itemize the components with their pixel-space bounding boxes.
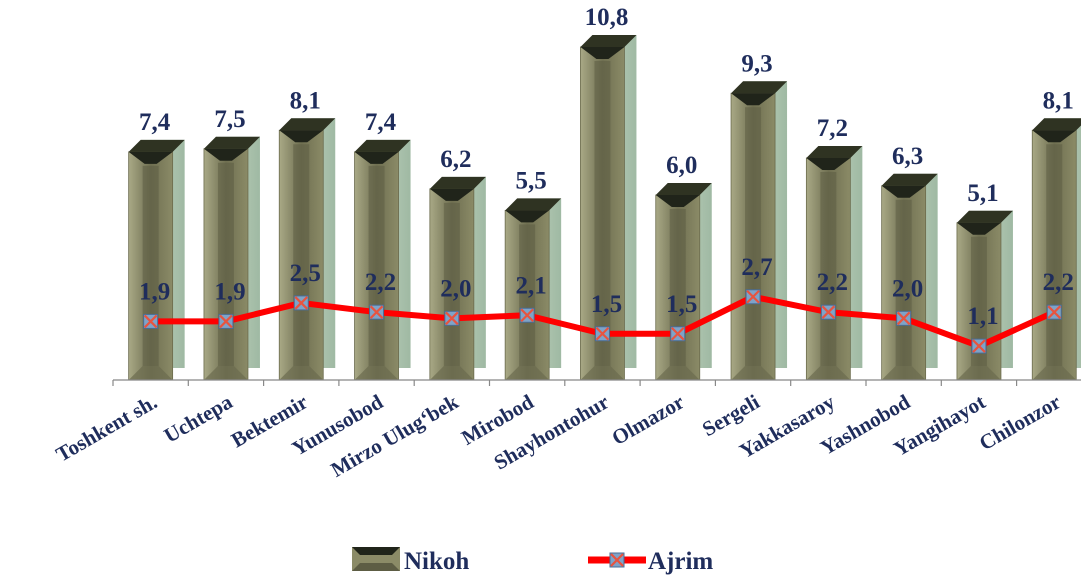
bar <box>805 146 863 381</box>
line-point <box>143 313 159 329</box>
labels-layer: 7,4 7,5 8,1 7,4 6,2 5,5 10,8 6,0 9,3 7,2 6,3 5,1 8,1… <box>139 4 1074 330</box>
line-data-label: 2,7 <box>741 254 772 281</box>
line-data-label: 2,0 <box>892 275 923 302</box>
line-point <box>218 313 234 329</box>
bar <box>1031 118 1081 381</box>
bar-data-label: 6,0 <box>666 152 697 179</box>
line-point <box>519 307 535 323</box>
line-data-label: 2,1 <box>516 272 547 299</box>
x-axis: Toshkent sh.UchtepaBektemirYunusobodMirz… <box>52 379 1081 482</box>
bar-data-label: 7,2 <box>817 115 848 142</box>
line-point <box>293 295 309 311</box>
bar <box>956 210 1013 381</box>
bar <box>128 139 185 381</box>
line-point <box>1046 304 1062 320</box>
x-tick-label: Toshkent sh. <box>52 390 161 467</box>
bar-data-label: 5,5 <box>516 167 547 194</box>
x-tick-label: Olmazor <box>608 390 689 450</box>
line-data-label: 1,1 <box>967 303 998 330</box>
bar <box>278 118 336 381</box>
line-point <box>745 289 761 305</box>
line-layer <box>143 289 1062 354</box>
line-data-label: 1,9 <box>214 278 245 305</box>
line-data-label: 2,2 <box>1043 269 1074 296</box>
line-point <box>444 310 460 326</box>
bar-data-label: 7,4 <box>365 109 397 136</box>
bar-data-label: 7,5 <box>214 106 245 133</box>
legend: Nikoh Ajrim <box>352 547 713 575</box>
bar-data-label: 9,3 <box>741 50 772 77</box>
line-data-label: 2,0 <box>440 275 471 302</box>
bar <box>504 198 562 381</box>
legend-label: Ajrim <box>648 548 713 575</box>
bar <box>655 183 712 381</box>
bar-data-label: 5,1 <box>967 180 998 207</box>
bar <box>203 136 260 381</box>
x-tick-label: Chilonzor <box>975 390 1065 456</box>
bar-data-label: 6,2 <box>440 146 471 173</box>
line-data-label: 2,2 <box>817 269 848 296</box>
line-point <box>820 304 836 320</box>
x-tick-label: Uchtepa <box>160 389 237 447</box>
bar <box>580 35 637 381</box>
bar-data-label: 8,1 <box>290 87 321 114</box>
line-point <box>971 338 987 354</box>
line-data-label: 1,9 <box>139 278 170 305</box>
x-tick-label: Mirzo Ulug‘bek <box>327 389 463 481</box>
line-point <box>594 326 610 342</box>
bar-data-label: 8,1 <box>1043 87 1074 114</box>
line-point <box>670 326 686 342</box>
line-data-label: 1,5 <box>666 291 697 318</box>
legend-label: Nikoh <box>404 548 469 575</box>
line-data-label: 2,5 <box>290 260 321 287</box>
line-point <box>369 304 385 320</box>
bar <box>354 139 411 381</box>
line-data-label: 1,5 <box>591 291 622 318</box>
bar-data-label: 7,4 <box>139 109 171 136</box>
legend-item-nikoh: Nikoh <box>352 547 469 575</box>
line-data-label: 2,2 <box>365 269 396 296</box>
bar-data-label: 6,3 <box>892 143 923 170</box>
bar <box>429 176 486 381</box>
line-point <box>896 310 912 326</box>
legend-item-ajrim: Ajrim <box>588 548 713 575</box>
bar <box>730 81 788 381</box>
bar-data-label: 10,8 <box>585 4 629 31</box>
